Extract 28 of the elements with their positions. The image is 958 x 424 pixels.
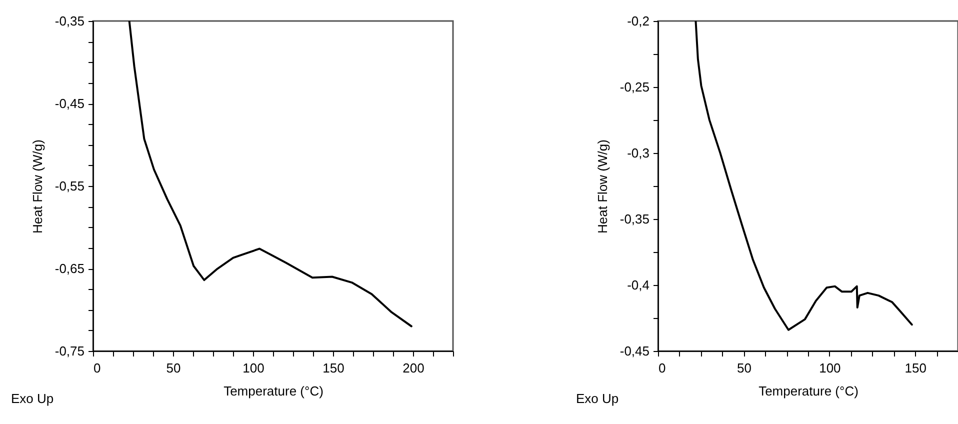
y-tick-label: -0,75: [54, 344, 84, 358]
y-tick-label: -0,45: [620, 344, 650, 358]
x-tick-label: 150: [904, 360, 926, 376]
y-tick-label: -0,35: [620, 212, 650, 226]
y-tick-label: -0,55: [54, 178, 84, 194]
y-axis-title: Heat Flow (W/g): [594, 140, 610, 234]
x-tick-label: 50: [736, 360, 752, 376]
y-tick-label: -0,65: [54, 261, 84, 276]
x-tick-label: 100: [819, 360, 841, 376]
x-tick-label: 0: [94, 360, 101, 376]
text: Exo Up: [11, 391, 54, 406]
y-tick-label: -0,2: [627, 14, 650, 28]
line-series: [128, 21, 412, 328]
text: Exo Up: [576, 391, 619, 406]
y-tick-label: -0,3: [627, 146, 650, 160]
x-tick-label: 150: [322, 360, 344, 376]
y-tick-label: -0,35: [54, 14, 84, 28]
x-tick-label: 0: [658, 360, 666, 376]
x-tick-label: 100: [242, 360, 264, 376]
x-axis-title: Temperature (°C): [224, 384, 324, 398]
y-tick-label: -0,25: [620, 80, 650, 94]
y-axis-title: Heat Flow (W/g): [30, 140, 45, 234]
y-tick-label: -0,45: [54, 96, 84, 111]
y-tick-label: -0,4: [627, 278, 650, 292]
x-tick-label: 50: [166, 360, 181, 376]
x-tick-label: 200: [402, 360, 424, 376]
line-series: [694, 21, 913, 331]
x-axis-title: Temperature (°C): [758, 384, 858, 398]
